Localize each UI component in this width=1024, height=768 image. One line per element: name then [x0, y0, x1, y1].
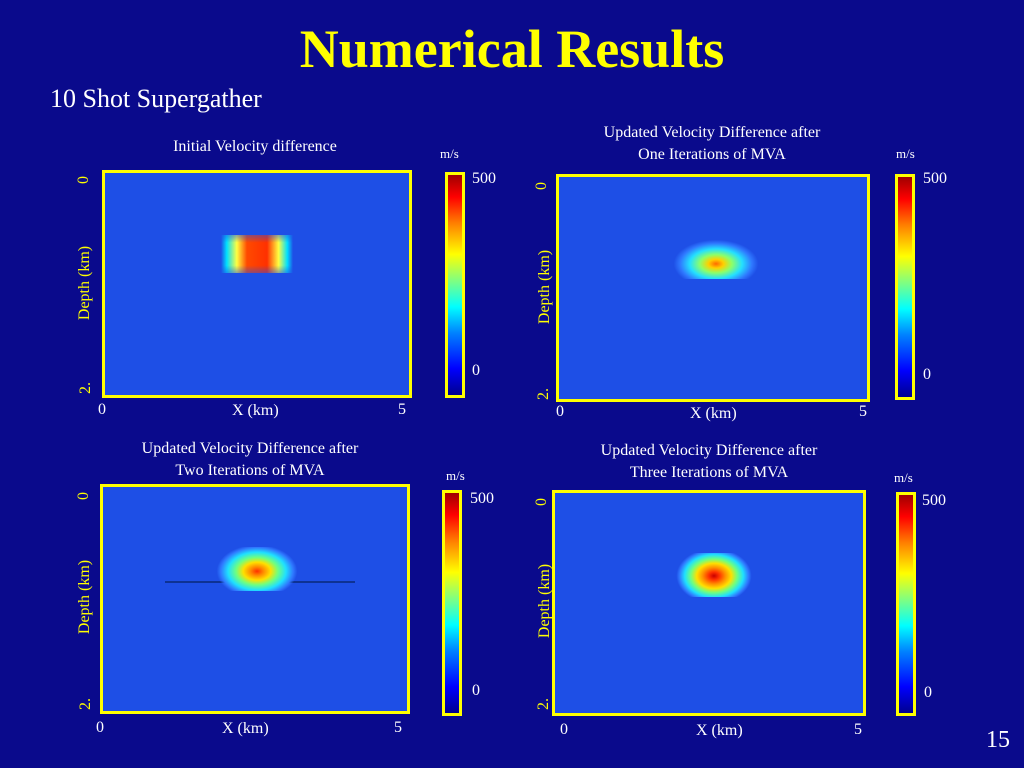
panel-iteration-2: Updated Velocity Difference after Two It…	[70, 438, 550, 748]
y-tick-top: 0	[75, 176, 92, 184]
x-tick-right: 5	[854, 721, 862, 738]
x-axis-label: X (km)	[690, 405, 737, 422]
x-axis-label: X (km)	[696, 722, 743, 739]
panel-title-line2: Three Iterations of MVA	[629, 463, 789, 481]
panel-title: Updated Velocity Difference after Three …	[530, 440, 888, 483]
panel-title-line1: Updated Velocity Difference after	[600, 442, 818, 459]
x-tick-left: 0	[560, 721, 568, 738]
x-tick-right: 5	[859, 403, 867, 420]
y-tick-bottom: 2.	[77, 698, 94, 710]
colorbar-min-label: 0	[924, 684, 932, 701]
colorbar-max-label: 500	[472, 170, 496, 187]
colorbar-min-label: 0	[472, 682, 480, 699]
slide-title: Numerical Results	[299, 19, 725, 79]
panel-title-line1: Updated Velocity Difference after	[603, 124, 821, 141]
y-tick-top: 0	[533, 498, 550, 506]
depth-axis-label: Depth (km)	[76, 245, 93, 321]
velocity-anomaly	[209, 547, 305, 591]
colorbar	[442, 490, 462, 716]
panel-title: Initial Velocity difference	[100, 136, 410, 158]
panel-initial: Initial Velocity difference Depth (km) 0…	[70, 132, 550, 442]
colorbar-max-label: 500	[922, 492, 946, 509]
panel-title-line2: Two Iterations of MVA	[175, 461, 325, 479]
colorbar-unit: m/s	[440, 146, 459, 161]
velocity-plot	[552, 490, 866, 716]
x-tick-right: 5	[398, 401, 406, 418]
velocity-plot	[556, 174, 870, 402]
velocity-plot	[102, 170, 412, 398]
colorbar	[896, 492, 916, 716]
y-tick-bottom: 2.	[535, 698, 552, 710]
colorbar-unit: m/s	[896, 146, 915, 161]
x-axis-label: X (km)	[232, 402, 279, 419]
y-tick-bottom: 2.	[535, 388, 552, 400]
y-tick-top: 0	[533, 182, 550, 190]
panel-title-line1: Initial Velocity difference	[173, 138, 337, 155]
depth-axis-label: Depth (km)	[76, 559, 93, 635]
colorbar-max-label: 500	[470, 490, 494, 507]
panel-title-line1: Updated Velocity Difference after	[141, 440, 359, 457]
colorbar-unit: m/s	[894, 470, 913, 485]
colorbar-max-label: 500	[923, 170, 947, 187]
panel-iteration-1: Updated Velocity Difference after One It…	[530, 122, 1010, 432]
colorbar-unit: m/s	[446, 468, 465, 483]
velocity-anomaly-edge	[221, 235, 293, 273]
colorbar	[895, 174, 915, 400]
colorbar-min-label: 0	[923, 366, 931, 383]
velocity-anomaly	[667, 553, 761, 597]
x-tick-right: 5	[394, 719, 402, 736]
page-number: 15	[986, 727, 1010, 753]
velocity-plot	[100, 484, 410, 714]
x-tick-left: 0	[98, 401, 106, 418]
x-tick-left: 0	[556, 403, 564, 420]
colorbar	[445, 172, 465, 398]
x-axis-label: X (km)	[222, 720, 269, 737]
y-tick-bottom: 2.	[77, 382, 94, 394]
panel-title-line2: One Iterations of MVA	[638, 145, 786, 163]
y-tick-top: 0	[75, 492, 92, 500]
panel-iteration-3: Updated Velocity Difference after Three …	[530, 440, 1010, 750]
colorbar-min-label: 0	[472, 362, 480, 379]
x-tick-left: 0	[96, 719, 104, 736]
depth-axis-label: Depth (km)	[536, 249, 553, 325]
slide-subtitle: 10 Shot Supergather	[50, 84, 262, 113]
panel-title: Updated Velocity Difference after One It…	[530, 122, 894, 165]
velocity-anomaly	[669, 239, 763, 279]
panel-title: Updated Velocity Difference after Two It…	[70, 438, 430, 481]
depth-axis-label: Depth (km)	[536, 563, 553, 639]
